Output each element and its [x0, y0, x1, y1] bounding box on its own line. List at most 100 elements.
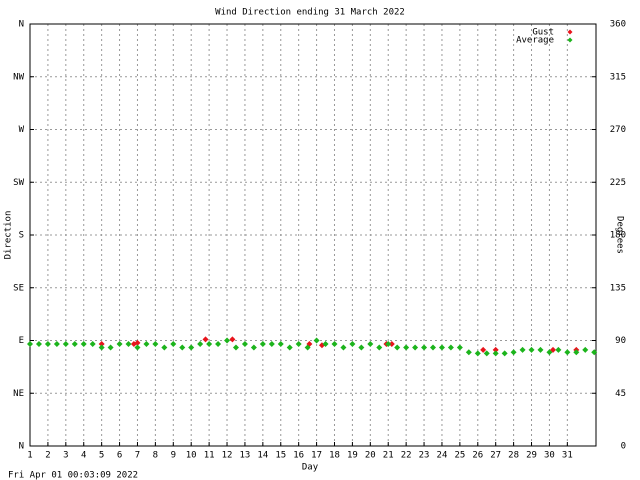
data-point: [388, 341, 395, 348]
data-point: [44, 341, 51, 348]
x-tick-label: 28: [508, 451, 519, 461]
x-tick-label: 14: [257, 451, 268, 461]
x-tick-label: 6: [117, 451, 122, 461]
x-tick-label: 23: [419, 451, 430, 461]
data-point: [143, 341, 150, 348]
data-point: [89, 341, 96, 348]
data-point: [546, 349, 553, 356]
x-tick-label: 10: [186, 451, 197, 461]
x-tick-label: 16: [293, 451, 304, 461]
footer: Fri Apr 01 00:03:09 2022: [8, 471, 138, 480]
data-point: [134, 344, 141, 351]
data-point: [483, 350, 490, 357]
data-point: [385, 341, 392, 348]
y-tick-label: N: [19, 20, 24, 30]
y2-tick-label: 315: [610, 72, 626, 82]
y-tick-label: W: [19, 125, 25, 135]
data-point: [295, 341, 302, 348]
x-tick-label: 12: [222, 451, 233, 461]
data-point: [331, 341, 338, 348]
data-point: [421, 344, 428, 351]
plot-frame: [29, 23, 597, 447]
data-point: [322, 341, 329, 348]
data-point: [229, 336, 236, 343]
data-point: [394, 344, 401, 351]
data-point: [340, 344, 347, 351]
x-tick-label: 30: [544, 451, 555, 461]
x-tick-label: 8: [153, 451, 158, 461]
data-point: [107, 344, 114, 351]
data-point: [358, 344, 365, 351]
data-point: [349, 341, 356, 348]
data-point: [170, 341, 177, 348]
x-tick-label: 4: [81, 451, 86, 461]
data-point: [286, 344, 293, 351]
y2-tick-label: 135: [610, 283, 626, 293]
data-point: [179, 344, 186, 351]
data-point: [465, 349, 472, 356]
data-point: [438, 344, 445, 351]
y-tick-label: NE: [13, 389, 24, 399]
legend-label: Gust: [532, 28, 554, 38]
data-point: [555, 346, 562, 353]
data-point: [528, 346, 535, 353]
legend-marker: [567, 29, 573, 35]
x-tick-label: 22: [401, 451, 412, 461]
x-tick-label: 13: [240, 451, 251, 461]
x-tick-label: 3: [63, 451, 68, 461]
x-tick-label: 19: [347, 451, 358, 461]
y-tick-label: S: [19, 231, 24, 241]
x-tick-label: 31: [562, 451, 573, 461]
data-point: [519, 346, 526, 353]
x-tick-label: 21: [383, 451, 394, 461]
x-tick-label: 15: [275, 451, 286, 461]
data-point: [241, 341, 248, 348]
y2-tick-label: 45: [615, 389, 626, 399]
data-point: [447, 344, 454, 351]
data-point: [430, 344, 437, 351]
data-point: [537, 346, 544, 353]
y-tick-label: E: [19, 336, 24, 346]
y2-tick-label: 270: [610, 125, 626, 135]
data-point: [510, 349, 517, 356]
data-point: [224, 337, 231, 344]
data-point: [492, 346, 499, 353]
data-point: [412, 344, 419, 351]
data-point: [304, 344, 311, 351]
data-point: [564, 349, 571, 356]
data-point: [277, 341, 284, 348]
x-tick-label: 2: [45, 451, 50, 461]
x-tick-label: 17: [311, 451, 322, 461]
data-point: [27, 341, 33, 348]
x-tick-label: 29: [526, 451, 537, 461]
y-tick-label: N: [19, 442, 24, 452]
x-tick-label: 24: [437, 451, 448, 461]
x-tick-label: 18: [329, 451, 340, 461]
data-point: [501, 350, 508, 357]
data-point: [206, 341, 213, 348]
y2-tick-label: 0: [621, 442, 626, 452]
x-tick-label: 5: [99, 451, 104, 461]
data-point: [232, 344, 239, 351]
data-point: [474, 350, 481, 357]
legend-label: Average: [516, 36, 554, 46]
data-point: [215, 341, 222, 348]
y2-tick-label: 180: [610, 231, 626, 241]
x-tick-label: 1: [27, 451, 32, 461]
data-point: [268, 341, 275, 348]
data-point: [582, 346, 589, 353]
data-point: [250, 344, 257, 351]
data-point: [197, 341, 204, 348]
x-axis-label: Day: [302, 463, 319, 473]
data-point: [492, 350, 499, 357]
x-tick-label: 27: [490, 451, 501, 461]
y2-tick-label: 225: [610, 178, 626, 188]
data-point: [125, 341, 132, 348]
x-tick-label: 26: [472, 451, 483, 461]
data-point: [62, 341, 69, 348]
data-point: [98, 344, 105, 351]
data-point: [313, 337, 320, 344]
